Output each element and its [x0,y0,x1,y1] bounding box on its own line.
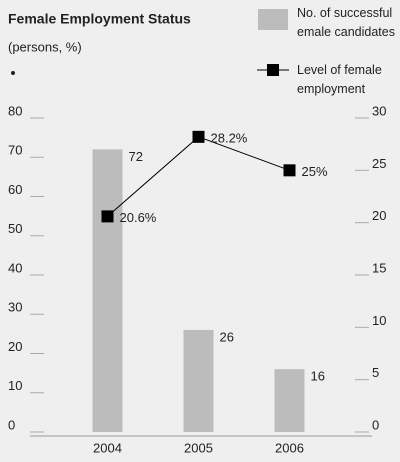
x-tick-label: 2004 [93,440,122,455]
chart-title: Female Employment Status [8,11,191,27]
bar [92,149,123,432]
line-marker [192,130,205,143]
y-tick-label: 50 [8,221,22,236]
legend-swatch [258,9,288,30]
y-tick-label: 0 [8,417,15,432]
y2-tick-label: 30 [372,103,386,118]
bar [183,329,214,432]
chart-subtitle: (persons, %) [8,39,82,54]
legend-swatch [267,64,279,76]
line-marker [101,210,114,223]
y-tick-label: 10 [8,378,22,393]
y2-tick-label: 25 [372,156,386,171]
x-tick-label: 2006 [275,440,304,455]
y-tick-label: 20 [8,339,22,354]
data-label: 72 [129,149,143,164]
legend-label: Level of female employment [297,63,382,96]
y-tick-label: 40 [8,260,22,275]
y2-tick-label: 10 [372,313,386,328]
data-label: 25% [302,164,328,179]
legend-label: No. of successful emale candidates [297,6,395,39]
y2-tick-label: 5 [372,365,379,380]
y-tick-label: 60 [8,182,22,197]
y2-tick-label: 15 [372,260,386,275]
y2-tick-label: 0 [372,417,379,432]
y2-tick-label: 20 [372,208,386,223]
bullet [11,71,15,75]
data-label: 16 [311,369,325,384]
bar [274,369,305,432]
line-marker [283,164,296,177]
y-tick-label: 70 [8,143,22,158]
y-tick-label: 30 [8,300,22,315]
x-tick-label: 2005 [184,440,213,455]
data-label: 26 [220,329,234,344]
data-label: 28.2% [211,130,248,145]
y-tick-label: 80 [8,103,22,118]
data-label: 20.6% [120,210,157,225]
